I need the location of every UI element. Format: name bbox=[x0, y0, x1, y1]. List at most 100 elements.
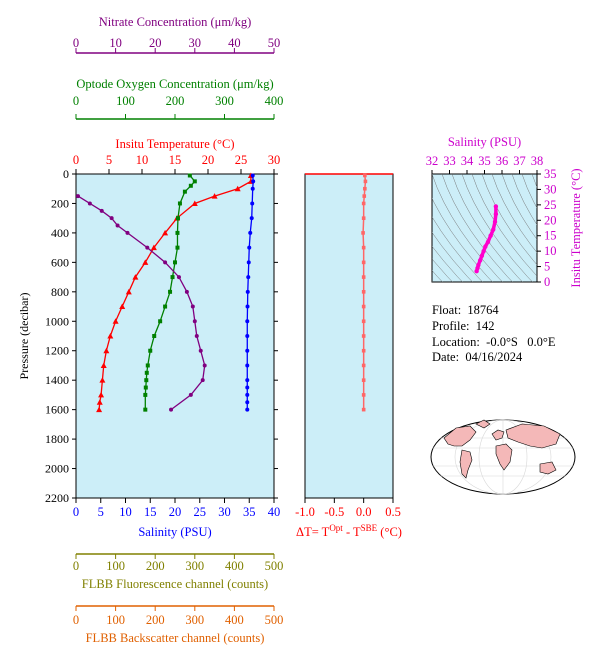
salinity-axis-label: Salinity (PSU) bbox=[138, 525, 211, 539]
nitrate-point bbox=[200, 378, 205, 383]
temperature-point bbox=[191, 200, 198, 206]
salinity-point bbox=[245, 392, 250, 397]
pressure-tick-label: 1400 bbox=[45, 373, 69, 387]
fluorescence-axis-label: FLBB Fluorescence channel (counts) bbox=[82, 577, 268, 591]
ts-salinity-tick-label: 36 bbox=[496, 154, 509, 168]
pressure-tick-label: 2000 bbox=[45, 462, 69, 476]
profile-plot-area bbox=[75, 173, 275, 499]
nitrate-point bbox=[176, 275, 181, 280]
salinity-point bbox=[247, 245, 252, 250]
nitrate-point bbox=[194, 334, 199, 338]
pressure-tick-label: 800 bbox=[51, 285, 69, 299]
salinity-point bbox=[245, 319, 250, 324]
salinity-point bbox=[245, 407, 250, 412]
temperature-point bbox=[234, 185, 241, 192]
delta-t-point bbox=[361, 304, 366, 309]
ts-point bbox=[483, 244, 488, 249]
nitrate-point bbox=[188, 392, 193, 397]
fluorescence-tick-label: 500 bbox=[265, 559, 284, 573]
nitrate-tick-label: 10 bbox=[109, 36, 122, 50]
density-contour bbox=[432, 197, 493, 282]
ts-point bbox=[493, 204, 499, 209]
salinity-point bbox=[245, 378, 250, 383]
oxygen-tick-label: 300 bbox=[215, 94, 234, 108]
temperature-point bbox=[107, 333, 114, 339]
oxygen-point bbox=[143, 392, 148, 397]
backscatter-axis-label: FLBB Backscatter channel (counts) bbox=[86, 631, 265, 645]
oxygen-point bbox=[188, 183, 193, 188]
fluorescence-tick-label: 100 bbox=[106, 559, 125, 573]
nitrate-series bbox=[75, 194, 207, 412]
backscatter-tick-label: 400 bbox=[225, 613, 244, 627]
nitrate-axis-label: Nitrate Concentration (μm/kg) bbox=[99, 15, 252, 29]
oxygen-tick-label: 200 bbox=[166, 94, 185, 108]
oxygen-point bbox=[175, 230, 180, 235]
nitrate-point bbox=[75, 194, 80, 199]
ts-temp-tick-label: 25 bbox=[544, 198, 557, 212]
oxygen-point bbox=[177, 201, 182, 206]
delta-t-series bbox=[361, 173, 368, 412]
profile-number: Profile: 142 bbox=[432, 319, 495, 333]
temperature-point bbox=[125, 288, 132, 295]
delta-t-point bbox=[361, 275, 366, 279]
pressure-tick-label: 400 bbox=[51, 226, 69, 240]
temperature-point bbox=[119, 303, 126, 310]
delta-t-point bbox=[361, 348, 366, 353]
backscatter-tick-label: 500 bbox=[265, 613, 284, 627]
fluorescence-tick-label: 0 bbox=[73, 559, 79, 573]
nitrate-tick-label: 20 bbox=[149, 36, 162, 50]
salinity-point bbox=[245, 289, 250, 294]
delta-t-plot-area bbox=[304, 173, 394, 499]
salinity-axis: 0 5 10 15 20 25 30 35 40 Salinity (PSU) bbox=[73, 498, 280, 539]
pressure-tick-label: 1600 bbox=[45, 403, 69, 417]
temperature-point bbox=[150, 244, 157, 251]
density-contour bbox=[491, 174, 537, 254]
pressure-tick-label: 600 bbox=[51, 255, 69, 269]
oxygen-point bbox=[158, 319, 163, 324]
salinity-point bbox=[250, 173, 255, 178]
nitrate-point bbox=[184, 289, 189, 294]
nitrate-point bbox=[190, 304, 195, 309]
density-contour bbox=[451, 174, 523, 282]
delta-t-point bbox=[361, 378, 366, 382]
date: Date: 04/16/2024 bbox=[432, 350, 523, 364]
density-contour bbox=[471, 174, 537, 277]
delta-t-point bbox=[361, 319, 366, 324]
salinity-point bbox=[246, 260, 251, 265]
nitrate-tick-label: 50 bbox=[268, 36, 281, 50]
profile-panel: 0200400600800100012001400160018002000220… bbox=[17, 15, 283, 645]
delta-t-point bbox=[361, 231, 365, 235]
oxygen-point bbox=[173, 260, 177, 265]
salinity-tick-label: 35 bbox=[243, 505, 256, 519]
backscatter-tick-label: 200 bbox=[146, 613, 165, 627]
ts-point bbox=[493, 211, 499, 217]
ts-temp-tick-label: 10 bbox=[544, 244, 557, 258]
float-id: Float: 18764 bbox=[432, 303, 499, 317]
delta-t-point bbox=[361, 290, 366, 294]
oxygen-point bbox=[175, 216, 180, 221]
density-contour bbox=[481, 174, 537, 266]
ts-temp-tick-label: 5 bbox=[544, 260, 550, 274]
temperature-point bbox=[100, 362, 107, 368]
delta-t-point bbox=[361, 216, 366, 220]
salinity-point bbox=[245, 304, 250, 309]
ts-temp-tick-label: 15 bbox=[544, 229, 557, 243]
oxygen-point bbox=[187, 173, 192, 178]
delta-t-tick-label: 0.0 bbox=[356, 505, 372, 519]
oxygen-axis-label: Optode Oxygen Concentration (μm/kg) bbox=[76, 77, 273, 91]
oxygen-tick-label: 100 bbox=[116, 94, 135, 108]
pressure-tick-label: 200 bbox=[51, 196, 69, 210]
pressure-tick-label: 2200 bbox=[45, 491, 69, 505]
salinity-point bbox=[245, 334, 250, 338]
pressure-tick-label: 1200 bbox=[45, 344, 69, 358]
salinity-tick-label: 5 bbox=[98, 505, 104, 519]
nitrate-point bbox=[202, 363, 207, 368]
delta-t-point bbox=[361, 245, 366, 250]
temperature-point bbox=[142, 259, 149, 265]
oxygen-point bbox=[152, 334, 157, 338]
nitrate-axis: 0 10 20 30 40 50 Nitrate Concentration (μm/kg) bbox=[73, 15, 281, 54]
ts-point bbox=[477, 258, 483, 263]
salinity-tick-label: 40 bbox=[268, 505, 281, 519]
